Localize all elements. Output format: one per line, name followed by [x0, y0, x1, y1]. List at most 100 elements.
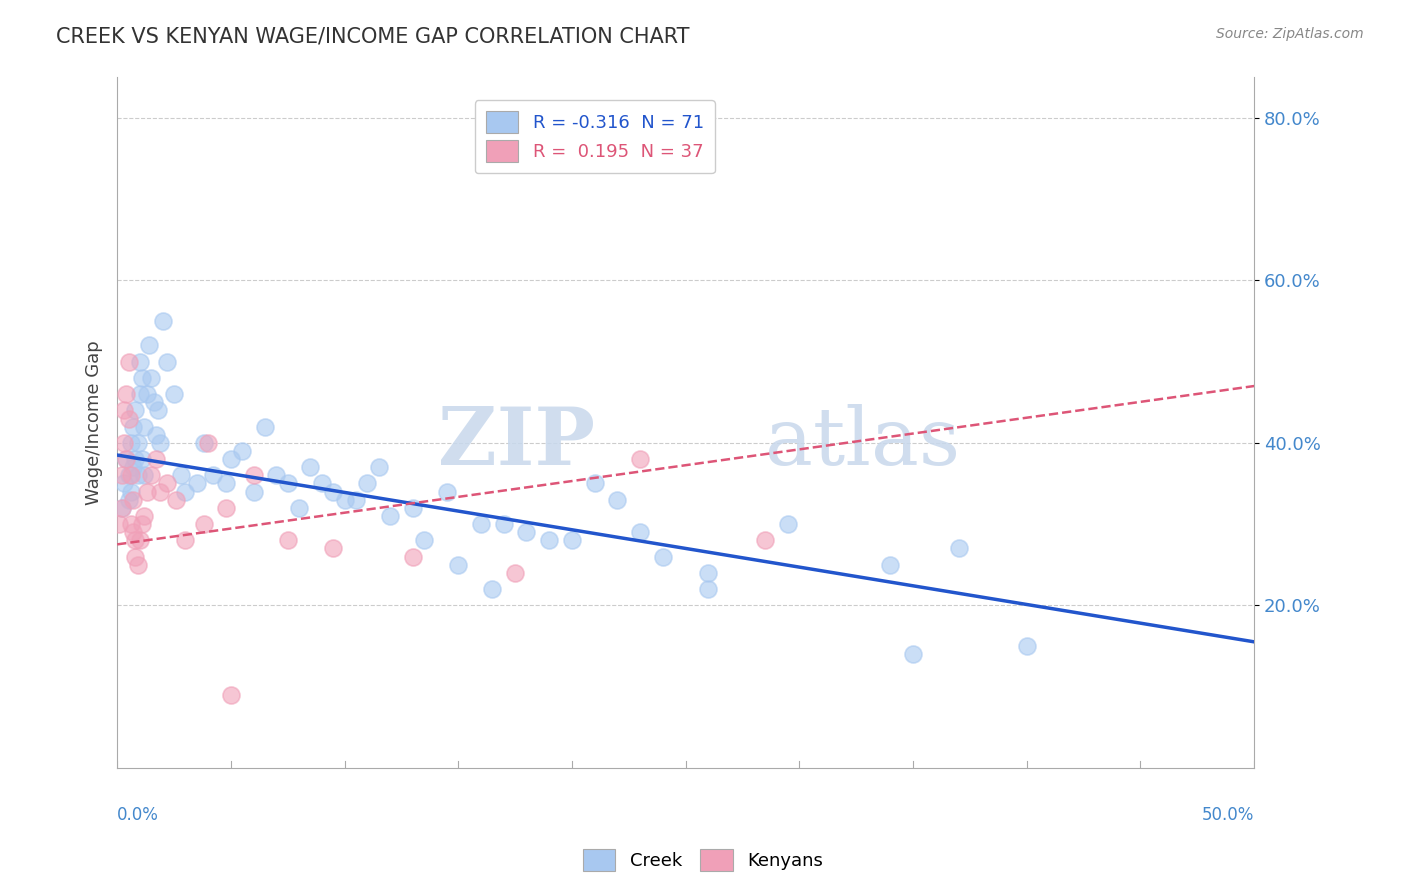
Point	[413, 533, 436, 548]
Point	[333, 492, 356, 507]
Point	[135, 484, 157, 499]
Point	[122, 419, 145, 434]
Point	[628, 452, 651, 467]
Point	[129, 387, 152, 401]
Point	[120, 517, 142, 532]
Point	[470, 517, 492, 532]
Point	[503, 566, 526, 580]
Point	[1015, 639, 1038, 653]
Point	[165, 492, 187, 507]
Point	[402, 549, 425, 564]
Point	[193, 517, 215, 532]
Point	[120, 468, 142, 483]
Point	[149, 435, 172, 450]
Point	[776, 517, 799, 532]
Point	[124, 533, 146, 548]
Point	[651, 549, 673, 564]
Point	[367, 460, 389, 475]
Point	[879, 558, 901, 572]
Point	[266, 468, 288, 483]
Point	[697, 566, 720, 580]
Point	[122, 460, 145, 475]
Point	[561, 533, 583, 548]
Legend: Creek, Kenyans: Creek, Kenyans	[575, 842, 831, 879]
Point	[127, 435, 149, 450]
Point	[356, 476, 378, 491]
Text: 50.0%: 50.0%	[1202, 805, 1254, 823]
Text: Source: ZipAtlas.com: Source: ZipAtlas.com	[1216, 27, 1364, 41]
Point	[111, 500, 134, 515]
Point	[117, 468, 139, 483]
Point	[115, 452, 138, 467]
Legend: R = -0.316  N = 71, R =  0.195  N = 37: R = -0.316 N = 71, R = 0.195 N = 37	[475, 100, 714, 173]
Point	[174, 484, 197, 499]
Point	[124, 549, 146, 564]
Point	[492, 517, 515, 532]
Point	[344, 492, 367, 507]
Point	[134, 468, 156, 483]
Point	[215, 476, 238, 491]
Point	[124, 452, 146, 467]
Point	[134, 508, 156, 523]
Point	[112, 403, 135, 417]
Point	[115, 387, 138, 401]
Point	[186, 476, 208, 491]
Point	[163, 387, 186, 401]
Point	[122, 525, 145, 540]
Point	[129, 354, 152, 368]
Point	[131, 452, 153, 467]
Text: CREEK VS KENYAN WAGE/INCOME GAP CORRELATION CHART: CREEK VS KENYAN WAGE/INCOME GAP CORRELAT…	[56, 27, 690, 46]
Point	[111, 500, 134, 515]
Point	[606, 492, 628, 507]
Point	[146, 403, 169, 417]
Point	[193, 435, 215, 450]
Point	[142, 395, 165, 409]
Text: ZIP: ZIP	[437, 404, 595, 483]
Point	[322, 484, 344, 499]
Point	[111, 468, 134, 483]
Point	[402, 500, 425, 515]
Text: 0.0%: 0.0%	[117, 805, 159, 823]
Point	[138, 338, 160, 352]
Point	[156, 476, 179, 491]
Point	[948, 541, 970, 556]
Point	[145, 452, 167, 467]
Point	[481, 582, 503, 596]
Point	[697, 582, 720, 596]
Point	[124, 403, 146, 417]
Point	[141, 371, 163, 385]
Point	[120, 435, 142, 450]
Point	[131, 371, 153, 385]
Point	[129, 533, 152, 548]
Point	[201, 468, 224, 483]
Point	[322, 541, 344, 556]
Y-axis label: Wage/Income Gap: Wage/Income Gap	[86, 340, 103, 505]
Point	[299, 460, 322, 475]
Text: atlas: atlas	[765, 404, 960, 483]
Point	[131, 517, 153, 532]
Point	[515, 525, 537, 540]
Point	[436, 484, 458, 499]
Point	[242, 484, 264, 499]
Point	[231, 444, 253, 458]
Point	[115, 452, 138, 467]
Point	[117, 411, 139, 425]
Point	[108, 517, 131, 532]
Point	[149, 484, 172, 499]
Point	[901, 647, 924, 661]
Point	[122, 492, 145, 507]
Point	[277, 476, 299, 491]
Point	[127, 558, 149, 572]
Point	[174, 533, 197, 548]
Point	[134, 419, 156, 434]
Point	[145, 427, 167, 442]
Point	[378, 508, 401, 523]
Point	[197, 435, 219, 450]
Point	[152, 314, 174, 328]
Point	[538, 533, 561, 548]
Point	[117, 492, 139, 507]
Point	[288, 500, 311, 515]
Point	[120, 484, 142, 499]
Point	[311, 476, 333, 491]
Point	[242, 468, 264, 483]
